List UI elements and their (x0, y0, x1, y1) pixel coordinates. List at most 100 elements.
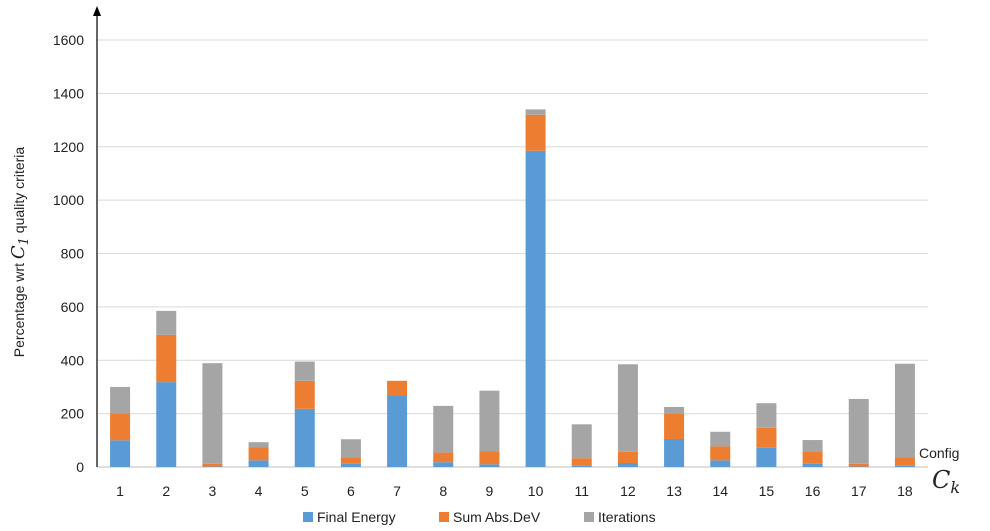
x-tick-label: 6 (347, 483, 355, 499)
x-tick-label: 2 (162, 483, 170, 499)
legend-swatch (439, 512, 449, 522)
x-tick-label: 3 (209, 483, 217, 499)
bar-segment (479, 464, 500, 467)
y-tick-label: 0 (76, 459, 84, 475)
x-tick-label: 17 (851, 483, 867, 499)
bar-segment (387, 395, 408, 467)
x-axis-label-symbol: C (932, 466, 950, 494)
bar-segment (802, 463, 823, 467)
bar-segment (294, 408, 315, 467)
bar-segment (525, 114, 546, 151)
bar-segment (664, 406, 685, 414)
y-axis-label-suffix: quality criteria (11, 147, 27, 234)
legend-label: Sum Abs.DeV (453, 509, 541, 525)
gridlines (97, 39, 928, 468)
y-axis-label-subscript: 1 (17, 237, 32, 245)
bar-segment (387, 380, 408, 396)
bar-segment (894, 457, 915, 466)
bar-segment (479, 451, 500, 465)
y-tick-label: 1600 (53, 32, 84, 48)
bar-segment (156, 310, 177, 335)
x-tick-label: 12 (620, 483, 636, 499)
bar-segment (340, 463, 361, 467)
bar-segment (802, 440, 823, 452)
bar-segment (294, 380, 315, 409)
bar-segment (156, 382, 177, 467)
x-tick-label: 4 (255, 483, 263, 499)
x-tick-label: 13 (666, 483, 682, 499)
legend: Final Energy Sum Abs.DeV Iterations (303, 509, 656, 525)
bar-segment (617, 462, 638, 467)
x-tick-label: 11 (574, 483, 589, 499)
bar-segment (202, 463, 223, 467)
legend-label: Iterations (598, 509, 656, 525)
x-tick-labels: 1 2 3 4 5 6 7 8 9 10 11 12 13 14 15 16 17 18 (116, 483, 913, 499)
x-tick-label: 7 (393, 483, 401, 499)
x-tick-label: 18 (897, 483, 913, 499)
bar-segment (571, 458, 592, 466)
y-axis-arrow (93, 6, 101, 16)
legend-label: Final Energy (317, 509, 396, 525)
bar-segment (664, 438, 685, 467)
bar-segment (110, 413, 131, 441)
bar-segment (571, 424, 592, 459)
x-tick-label: 10 (528, 483, 544, 499)
y-axis-label-prefix: Percentage wrt (11, 263, 27, 357)
bar-segment (294, 361, 315, 381)
x-tick-label: 1 (116, 483, 124, 499)
x-axis-ck-label: Ck (932, 466, 960, 497)
bar-segment (433, 452, 454, 463)
bar-segment (202, 363, 223, 464)
bar-segment (894, 465, 915, 467)
y-tick-labels: 0 200 400 600 800 1000 1200 1400 1600 (53, 32, 84, 475)
bar-segment (248, 460, 269, 467)
bar-segment (894, 363, 915, 458)
bar-segment (617, 451, 638, 463)
bar-segment (848, 466, 869, 467)
bar-segment (617, 364, 638, 452)
y-tick-label: 1000 (53, 192, 84, 208)
y-tick-label: 1200 (53, 139, 84, 155)
y-tick-label: 200 (61, 406, 85, 422)
bar-segment (710, 460, 731, 467)
bar-segment (756, 447, 777, 467)
x-tick-label: 14 (712, 483, 728, 499)
bar-segment (571, 465, 592, 467)
bar-segment (340, 457, 361, 464)
y-tick-label: 600 (61, 299, 85, 315)
bar-segment (664, 413, 685, 439)
bar-segment (433, 405, 454, 453)
legend-swatch (584, 512, 594, 522)
bar-segment (340, 439, 361, 458)
bar-segment (756, 427, 777, 448)
bar-segment (202, 466, 223, 467)
y-tick-label: 1400 (53, 85, 84, 101)
bar-segment (848, 398, 869, 464)
bars (110, 109, 915, 468)
bar-segment (525, 109, 546, 115)
bar-segment (710, 431, 731, 447)
y-tick-label: 800 (61, 246, 85, 262)
bar-segment (433, 462, 454, 467)
y-tick-label: 400 (61, 352, 85, 368)
x-tick-label: 15 (759, 483, 775, 499)
bar-segment (848, 463, 869, 467)
bar-segment (156, 334, 177, 383)
x-tick-label: 16 (805, 483, 821, 499)
bar-segment (756, 403, 777, 428)
legend-swatch (303, 512, 313, 522)
x-axis-label-subscript: k (950, 478, 960, 497)
bar-segment (802, 451, 823, 464)
bar-segment (110, 440, 131, 467)
y-axis-label-symbol: C (8, 245, 29, 259)
bar-segment (710, 446, 731, 461)
bar-segment (110, 386, 131, 414)
bar-segment (525, 150, 546, 468)
x-tick-label: 9 (486, 483, 494, 499)
bar-segment (248, 447, 269, 461)
x-axis-config-label: Config (919, 445, 959, 461)
bar-segment (248, 442, 269, 448)
bar-segment (479, 390, 500, 452)
y-axis-label: Percentage wrt C1 quality criteria (8, 147, 32, 358)
